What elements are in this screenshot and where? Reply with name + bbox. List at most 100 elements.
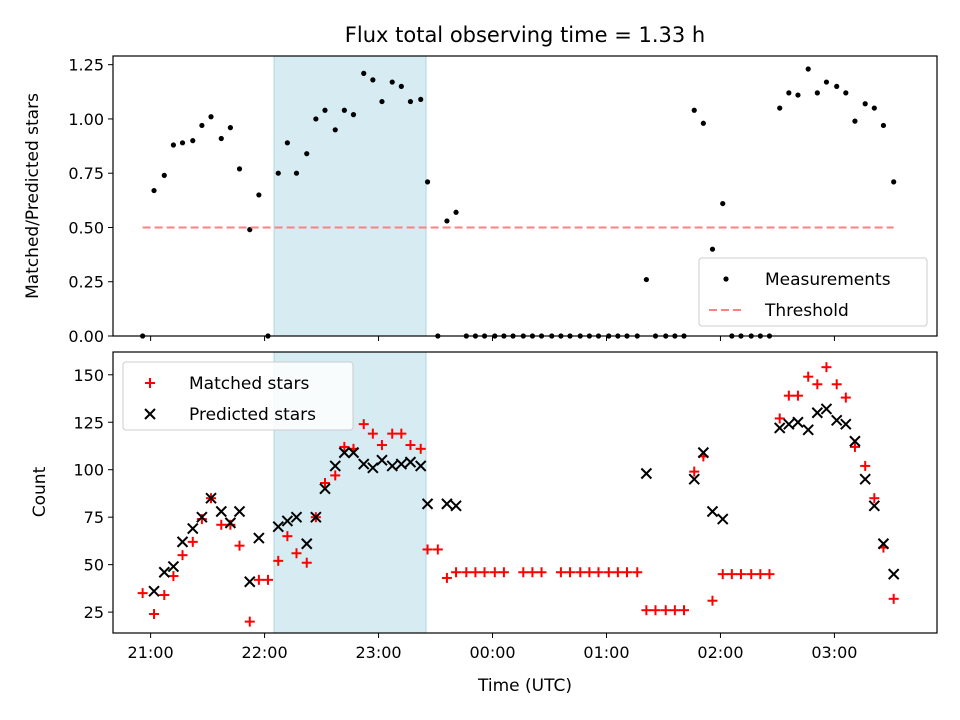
matched-star-point [603, 567, 614, 578]
predicted-star-point [840, 418, 852, 430]
x-tick-label: 01:00 [583, 643, 629, 662]
y-tick-label: 50 [84, 556, 104, 575]
x-stroke [840, 418, 852, 430]
predicted-star-point [205, 492, 217, 504]
matched-star-point [755, 569, 766, 580]
y-tick-label: 100 [73, 461, 104, 480]
predicted-star-point [887, 568, 900, 580]
measurement-point [852, 118, 858, 124]
measurement-point [418, 96, 424, 103]
matched-star-point [707, 595, 718, 606]
top-panel: 0.00 0.25 0.50 0.75 1.00 1.25 Measurements Thre… [68, 55, 938, 346]
predicted-star-point [859, 473, 871, 485]
matched-star-point [432, 544, 443, 555]
predicted-star-point [404, 456, 417, 468]
y-tick-label: 1.25 [68, 56, 104, 75]
x-stroke [415, 460, 427, 472]
matched-star-point [149, 609, 160, 620]
x-stroke [290, 511, 303, 523]
axes-frame [112, 351, 938, 634]
matched-star-point [678, 605, 689, 616]
predicted-star-point [224, 517, 237, 529]
y-tick-label: 0.75 [68, 164, 104, 183]
measurement-point [284, 140, 290, 146]
matched-star-point [422, 544, 433, 555]
predicted-star-point [358, 458, 370, 470]
x-stroke [868, 500, 881, 512]
predicted-star-point [697, 446, 710, 459]
measurement-point [275, 170, 281, 176]
predicted-star-point [310, 511, 322, 523]
measurement-point [161, 172, 167, 178]
x-tick-label: 00:00 [469, 643, 515, 662]
predicted-star-point [830, 414, 843, 427]
x-stroke [811, 407, 824, 419]
predicted-star-point [421, 498, 434, 510]
x-stroke [774, 422, 786, 434]
measurement-point [361, 70, 367, 76]
matched-star-point [330, 470, 341, 481]
matched-star-point [821, 362, 832, 373]
measurement-point [256, 192, 262, 198]
predicted-star-point [717, 513, 729, 525]
bottom-y-axis-label: Count [30, 466, 50, 517]
x-stroke [233, 505, 246, 518]
legend-measurement-swatch [723, 276, 729, 282]
x-tick-label: 21:00 [128, 643, 174, 662]
y-tick-label: 125 [73, 413, 104, 432]
measurement-point [691, 107, 697, 113]
legend-predicted-swatch [144, 408, 156, 420]
matched-star-point [746, 569, 757, 580]
x-stroke [859, 473, 871, 485]
matched-star-point [376, 440, 387, 451]
x-stroke [849, 435, 861, 447]
measurement-point [891, 179, 897, 185]
x-stroke [441, 498, 453, 510]
predicted-star-point [441, 498, 453, 510]
x-stroke [224, 517, 237, 529]
measurement-point [170, 142, 177, 148]
measurement-point [720, 200, 726, 207]
legend-label: Threshold [764, 301, 849, 321]
axes-frame [112, 55, 938, 337]
x-tick-label: 03:00 [811, 643, 857, 662]
matched-star-point [527, 567, 538, 578]
legend: Matched stars Predicted stars [122, 361, 354, 431]
predicted-star-point [148, 585, 160, 597]
predicted-star-point [395, 458, 408, 470]
x-stroke [820, 403, 833, 415]
measurement-point [700, 120, 706, 126]
matched-star-point [803, 371, 814, 382]
matched-star-point [860, 460, 871, 471]
measurement-point [341, 107, 347, 113]
matched-star-point [622, 567, 633, 578]
y-tick-label: 25 [84, 603, 104, 622]
x-stroke [144, 408, 156, 420]
matched-star-point [441, 572, 452, 583]
x-tick-label: 22:00 [242, 643, 288, 662]
matched-star-point [187, 536, 198, 547]
matched-star-point [536, 567, 547, 578]
predicted-star-point [244, 576, 256, 588]
matched-star-point [339, 441, 350, 452]
x-stroke [338, 446, 351, 459]
y-tick-label: 0.25 [68, 273, 104, 292]
matched-star-point [367, 428, 378, 439]
x-stroke [301, 538, 313, 550]
x-stroke [395, 458, 408, 470]
legend-box [698, 257, 928, 327]
predicted-star-point [783, 418, 795, 430]
predicted-star-point [877, 538, 890, 550]
predicted-star-point [253, 532, 265, 544]
x-stroke [215, 505, 227, 518]
matched-star-point [888, 593, 899, 604]
legend-label: Measurements [765, 270, 891, 290]
legend-box [122, 361, 354, 431]
x-stroke [706, 505, 719, 518]
predicted-star-point [301, 538, 313, 550]
measurement-point [834, 83, 840, 89]
matched-star-point [415, 443, 426, 454]
predicted-star-point [802, 424, 814, 436]
predicted-star-point [281, 515, 294, 527]
measurement-point [293, 170, 300, 176]
